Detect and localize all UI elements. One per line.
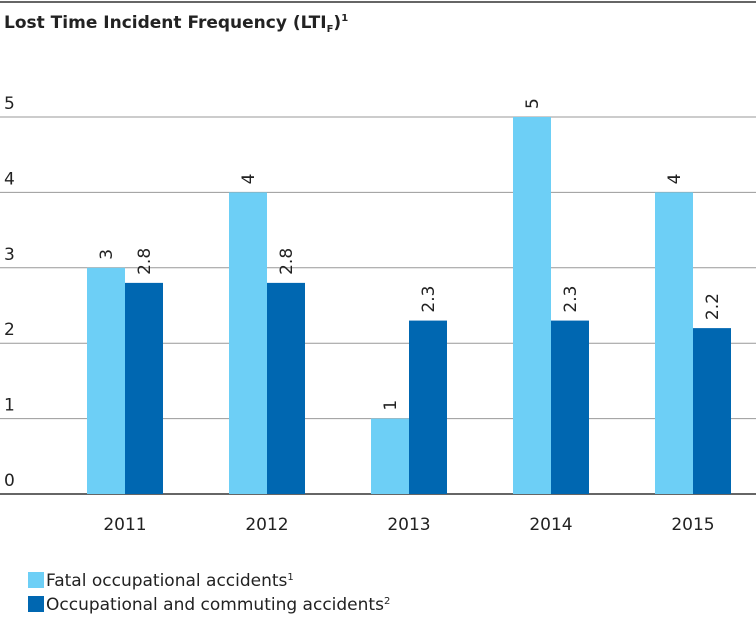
value-label: 2.3 bbox=[419, 286, 439, 313]
y-tick-label: 4 bbox=[4, 169, 15, 189]
legend-name: Occupational and commuting accidents bbox=[46, 595, 384, 615]
title-superscript: 1 bbox=[341, 13, 348, 24]
bar bbox=[551, 320, 589, 494]
x-tick-label: 2011 bbox=[103, 515, 146, 535]
title-main: Lost Time Incident Frequency (LTI bbox=[4, 13, 327, 33]
legend-footnote: 1 bbox=[287, 572, 293, 583]
chart-title: Lost Time Incident Frequency (LTIF)1 bbox=[4, 13, 348, 35]
bar bbox=[513, 117, 551, 494]
y-tick-label: 2 bbox=[4, 320, 15, 340]
bar bbox=[125, 282, 163, 494]
value-label: 2.8 bbox=[277, 248, 297, 275]
bar bbox=[87, 267, 125, 494]
bar bbox=[693, 328, 731, 494]
bar bbox=[655, 192, 693, 494]
y-tick-label: 0 bbox=[4, 471, 15, 491]
legend-name: Fatal occupational accidents bbox=[46, 571, 288, 591]
legend-label: Occupational and commuting accidents2 bbox=[46, 595, 390, 615]
x-tick-label: 2012 bbox=[245, 515, 288, 535]
legend-swatch bbox=[28, 572, 44, 588]
value-label: 5 bbox=[523, 98, 543, 109]
value-label: 2.3 bbox=[561, 286, 581, 313]
bar bbox=[371, 418, 409, 494]
legend-footnote: 2 bbox=[384, 596, 390, 607]
value-label: 4 bbox=[239, 174, 259, 185]
value-label: 2.2 bbox=[703, 293, 723, 320]
y-tick-label: 5 bbox=[4, 94, 15, 114]
bar bbox=[409, 320, 447, 494]
x-tick-label: 2013 bbox=[387, 515, 430, 535]
x-tick-label: 2014 bbox=[529, 515, 572, 535]
title-end: ) bbox=[333, 13, 341, 33]
value-label: 4 bbox=[665, 174, 685, 185]
title-subscript: F bbox=[327, 24, 334, 35]
value-label: 2.8 bbox=[135, 248, 155, 275]
legend-swatch bbox=[28, 596, 44, 612]
y-tick-label: 3 bbox=[4, 245, 15, 265]
bar bbox=[267, 282, 305, 494]
x-tick-label: 2015 bbox=[671, 515, 714, 535]
y-tick-label: 1 bbox=[4, 396, 15, 416]
bar bbox=[229, 192, 267, 494]
value-label: 1 bbox=[381, 400, 401, 411]
legend-label: Fatal occupational accidents1 bbox=[46, 571, 294, 591]
value-label: 3 bbox=[97, 249, 117, 260]
